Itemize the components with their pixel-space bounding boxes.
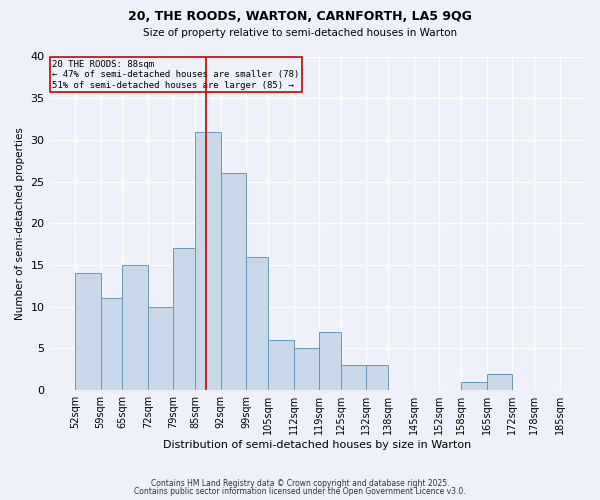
Bar: [122, 265, 148, 390]
Bar: [173, 248, 195, 390]
Bar: [293, 348, 319, 390]
Text: 20, THE ROODS, WARTON, CARNFORTH, LA5 9QG: 20, THE ROODS, WARTON, CARNFORTH, LA5 9Q…: [128, 10, 472, 23]
Bar: [221, 174, 246, 390]
Bar: [101, 298, 122, 390]
Bar: [246, 256, 268, 390]
Text: Size of property relative to semi-detached houses in Warton: Size of property relative to semi-detach…: [143, 28, 457, 38]
Bar: [319, 332, 341, 390]
Y-axis label: Number of semi-detached properties: Number of semi-detached properties: [15, 127, 25, 320]
Bar: [341, 365, 367, 390]
Bar: [487, 374, 512, 390]
Bar: [367, 365, 388, 390]
Bar: [75, 274, 101, 390]
Text: Contains HM Land Registry data © Crown copyright and database right 2025.: Contains HM Land Registry data © Crown c…: [151, 478, 449, 488]
Text: Contains public sector information licensed under the Open Government Licence v3: Contains public sector information licen…: [134, 487, 466, 496]
Bar: [195, 132, 221, 390]
Bar: [148, 307, 173, 390]
Bar: [461, 382, 487, 390]
Bar: [268, 340, 293, 390]
Text: 20 THE ROODS: 88sqm
← 47% of semi-detached houses are smaller (78)
51% of semi-d: 20 THE ROODS: 88sqm ← 47% of semi-detach…: [52, 60, 299, 90]
X-axis label: Distribution of semi-detached houses by size in Warton: Distribution of semi-detached houses by …: [163, 440, 472, 450]
